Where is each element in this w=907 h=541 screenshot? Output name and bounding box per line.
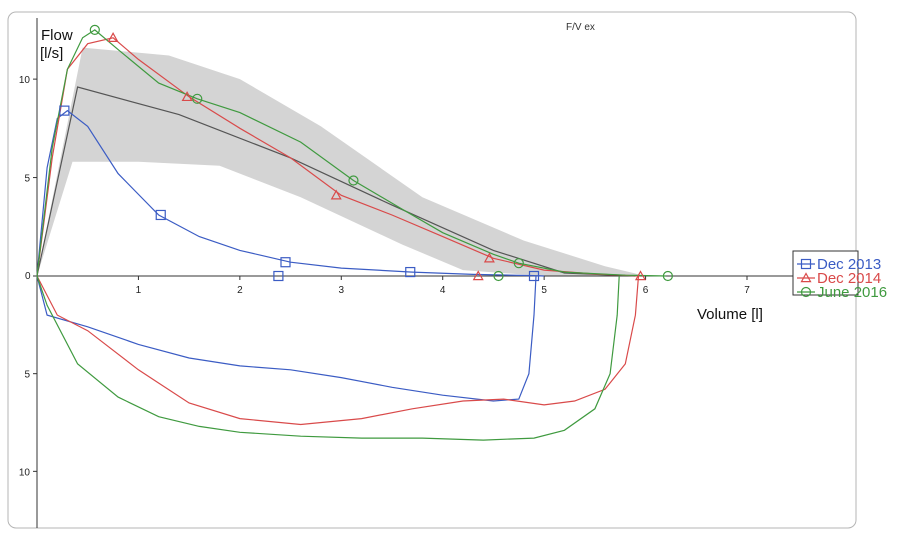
x-tick-label: 6 (643, 285, 649, 296)
series-marker-june-2016 (89, 24, 100, 36)
legend-label-june-2016: June 2016 (817, 284, 887, 301)
series-marker-june-2016 (513, 258, 524, 269)
series-marker-june-2016 (348, 175, 359, 186)
x-axis-label: Volume [l] (697, 306, 763, 323)
series-line-expiratory-dec-2013 (36, 109, 545, 277)
series-line-expiratory-dec-2014 (36, 37, 641, 277)
y-tick-label: 5 (24, 370, 30, 381)
x-tick-label: 4 (440, 285, 446, 296)
series-marker-dec-2014 (472, 270, 484, 281)
y-tick-label: 5 (24, 174, 30, 185)
legend-marker-dec-2013 (800, 258, 812, 270)
x-tick-label: 5 (541, 285, 547, 296)
series-marker-dec-2014 (483, 252, 495, 263)
x-tick-label: 7 (744, 285, 750, 296)
series-marker-dec-2013 (273, 270, 284, 282)
series-marker-dec-2013 (405, 266, 416, 278)
series-layer (36, 29, 666, 441)
series-marker-june-2016 (662, 270, 673, 282)
series-marker-dec-2014 (634, 270, 647, 281)
predicted-range-band (37, 47, 646, 276)
series-line-inspiratory-dec-2014 (36, 275, 640, 426)
series-marker-dec-2013 (280, 257, 291, 268)
y-axis-label-unit: [l/s] (40, 45, 63, 62)
x-tick-label: 1 (136, 285, 142, 296)
series-marker-dec-2014 (181, 91, 193, 102)
series-marker-dec-2013 (59, 105, 70, 116)
x-tick-label: 2 (237, 285, 243, 296)
marker-layer (59, 24, 673, 282)
series-line-expiratory-june-2016 (36, 29, 666, 277)
legend-label-dec-2013: Dec 2013 (817, 256, 881, 273)
series-marker-dec-2014 (107, 32, 119, 42)
series-line-inspiratory-dec-2013 (36, 275, 537, 402)
legend-label-dec-2014: Dec 2014 (817, 270, 881, 287)
y-tick-label: 10 (19, 467, 31, 478)
series-marker-dec-2013 (155, 209, 166, 221)
chart-title: F/V ex (566, 22, 595, 33)
x-tick-label: 3 (339, 285, 345, 296)
series-marker-dec-2014 (330, 189, 342, 200)
y-tick-label: 10 (19, 75, 31, 86)
legend-marker-june-2016 (800, 286, 812, 298)
series-marker-dec-2013 (528, 270, 540, 282)
text-layer: F/V ex Flow [l/s] Volume [l] 0 1 2 3 4 5 6 7 5 1… (19, 22, 763, 478)
legend-marker-dec-2014 (800, 272, 812, 283)
y-axis-label-flow: Flow (41, 27, 73, 44)
series-line-inspiratory-june-2016 (36, 275, 620, 441)
y-tick-zero: 0 (25, 271, 31, 282)
series-marker-june-2016 (493, 270, 504, 282)
series-marker-june-2016 (192, 93, 203, 104)
